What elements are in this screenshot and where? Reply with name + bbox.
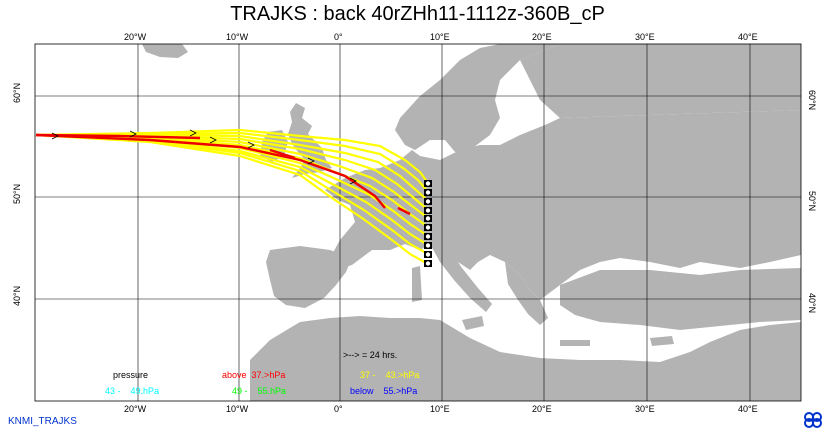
red-segment — [35, 133, 386, 209]
legend-entry-43-49: 43 - 49.hPa — [105, 386, 159, 396]
time-marker-icon — [189, 129, 197, 137]
lon-label-bottom: 10°W — [226, 404, 249, 414]
legend-entry-range: 55.hPa — [257, 386, 287, 396]
legend-entry-label: above — [222, 370, 247, 380]
start-point-icon — [424, 180, 432, 187]
start-point-icon — [424, 260, 432, 267]
start-point-icon — [424, 207, 432, 214]
crete-landmass — [560, 340, 590, 346]
legend-pressure-label: pressure — [113, 370, 149, 380]
lat-label-left: 50°N — [12, 183, 22, 204]
legend-entry-range: 43.>hPa — [385, 370, 420, 380]
trajectory-line — [35, 133, 429, 255]
lon-label-bottom: 10°E — [430, 404, 450, 414]
time-marker-icon — [349, 177, 357, 185]
lat-label-right: 50°N — [807, 191, 817, 212]
start-point-icon — [424, 242, 432, 249]
north-africa-landmass — [250, 316, 801, 401]
trajectory-line — [35, 133, 429, 246]
lon-label-bottom: 20°E — [532, 404, 552, 414]
lon-label-bottom: 20°W — [124, 404, 147, 414]
lat-label-right: 40°N — [807, 293, 817, 314]
red-segment — [269, 148, 296, 160]
iceland-landmass — [142, 44, 188, 58]
trajectory-red-segments — [35, 133, 411, 216]
start-point-icon — [424, 189, 432, 196]
legend-entry-range: 49.hPa — [130, 386, 160, 396]
cyprus-landmass — [650, 336, 674, 346]
time-marker-icon — [51, 132, 59, 140]
start-point-icon — [424, 224, 432, 231]
greece-landmass — [505, 262, 548, 325]
time-marker-icon — [307, 157, 315, 165]
legend-entry-label: below — [350, 386, 374, 396]
sardinia-landmass — [412, 266, 422, 302]
trajectory-line — [36, 133, 429, 202]
lon-label-top: 10°E — [430, 32, 450, 42]
legend-entry-above: above 37.>hPa — [222, 370, 285, 380]
lon-label-top: 20°E — [532, 32, 552, 42]
lat-label-left: 60°N — [12, 82, 22, 103]
knmi-logo-icon — [804, 412, 822, 428]
legend-entry-37-43: 37 - 43.>hPa — [360, 370, 419, 380]
lon-label-bottom: 40°E — [738, 404, 758, 414]
map-frame — [34, 43, 802, 402]
lon-label-top: 30°E — [635, 32, 655, 42]
lon-label-bottom: 30°E — [635, 404, 655, 414]
lat-label-right: 60°N — [807, 90, 817, 111]
trajectory-line — [35, 131, 429, 193]
start-point-icon — [424, 215, 432, 222]
lat-label-left: 40°N — [12, 285, 22, 306]
scandinavia-landmass — [395, 44, 560, 152]
land-masses — [142, 44, 801, 401]
trajectory-line — [35, 133, 429, 265]
time-marker-icon — [247, 141, 255, 149]
time-markers — [51, 129, 357, 185]
legend-entry-label: 49 - — [232, 386, 248, 396]
start-point-icon — [424, 198, 432, 205]
start-points — [424, 180, 432, 267]
map-title: TRAJKS : back 40rZHh11-1112z-360B_cP — [230, 3, 605, 25]
finland-landmass — [520, 44, 801, 118]
lon-label-top: 10°W — [226, 32, 249, 42]
start-point-icon — [424, 233, 432, 240]
legend-entry-label: 37 - — [360, 370, 376, 380]
iberia-landmass — [266, 246, 352, 308]
graticule — [35, 44, 801, 401]
legend-entry-range: 37.>hPa — [251, 370, 286, 380]
legend-time-marker: >--> = 24 hrs. — [343, 350, 398, 360]
legend-entry-below: below 55.>hPa — [350, 386, 417, 396]
start-point-icon — [424, 251, 432, 258]
time-marker-icon — [129, 130, 137, 138]
legend-entry-label: 43 - — [105, 386, 121, 396]
lon-label-top: 20°W — [124, 32, 147, 42]
lon-label-top: 0° — [334, 32, 343, 42]
lon-label-bottom: 0° — [334, 404, 343, 414]
sicily-landmass — [462, 316, 484, 330]
italy-landmass — [430, 244, 492, 312]
red-segment — [35, 133, 201, 140]
trajectory-line — [35, 128, 429, 184]
lon-label-top: 40°E — [738, 32, 758, 42]
time-marker-icon — [209, 136, 217, 144]
footer-label: KNMI_TRAJKS — [8, 416, 77, 427]
red-segment — [397, 206, 411, 216]
legend-entry-range: 55.>hPa — [383, 386, 418, 396]
legend-entry-49-55: 49 - 55.hPa — [232, 386, 286, 396]
